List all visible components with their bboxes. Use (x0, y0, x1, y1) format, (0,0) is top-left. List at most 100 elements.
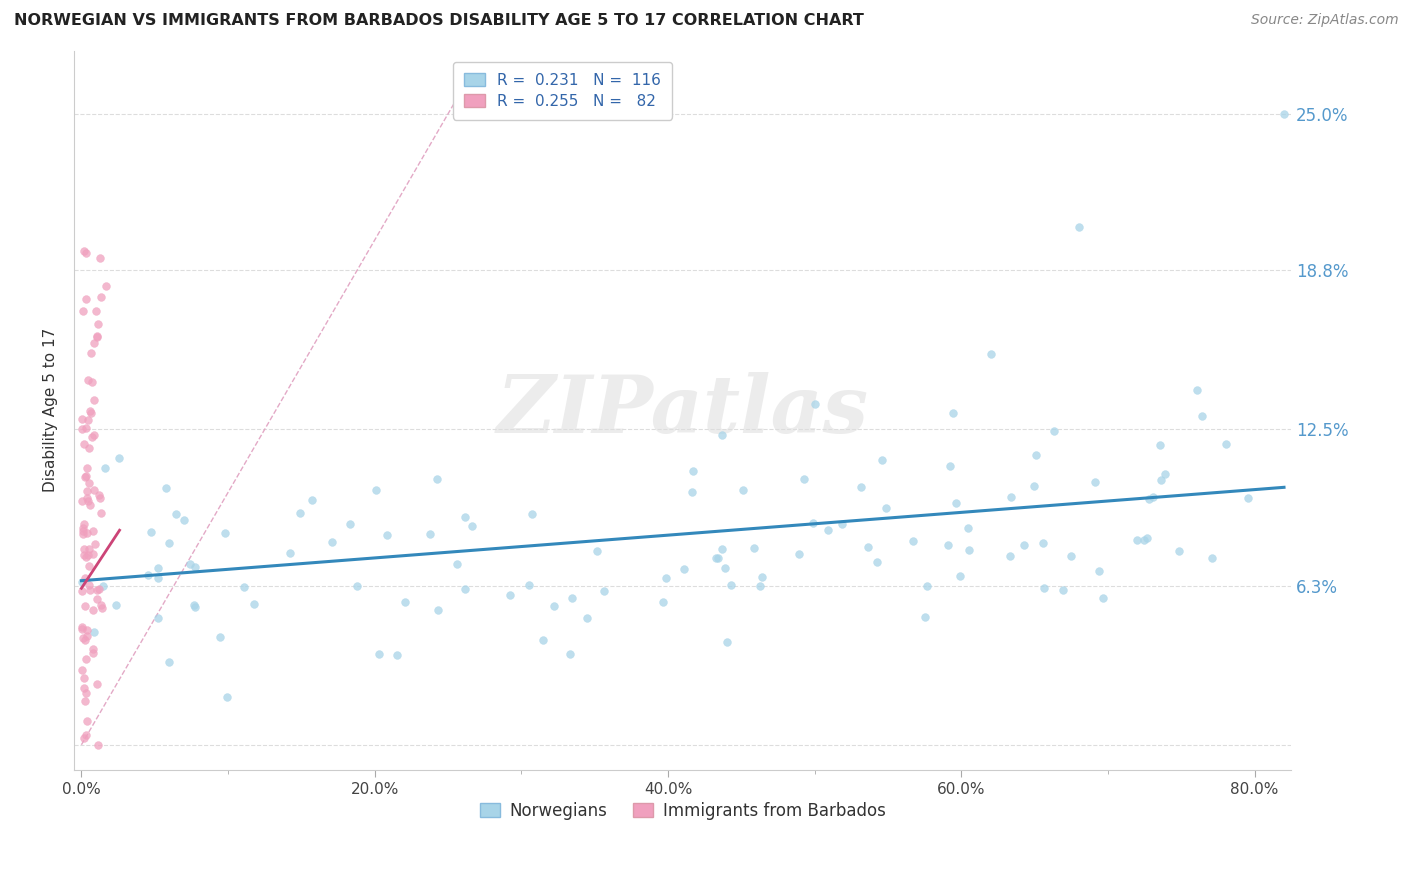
Point (903, 534, 925, 549)
Point (73, 694, 96, 708)
Point (75, 245, 97, 260)
Point (1000, 549, 1022, 564)
Point (1032, 536, 1054, 550)
Point (76, 460, 98, 475)
Point (79, 404, 101, 418)
Point (79, 498, 101, 512)
Point (1154, 467, 1177, 481)
Point (90, 290, 112, 304)
Point (82, 641, 104, 656)
Point (90, 506, 112, 520)
Point (76, 494, 98, 508)
Point (915, 579, 938, 593)
Point (86, 582, 108, 597)
Point (1191, 409, 1213, 423)
Point (1149, 438, 1171, 452)
Point (1185, 383, 1208, 397)
Point (70, 412, 93, 426)
Point (76, 373, 98, 387)
Point (914, 609, 936, 624)
Point (82, 375, 104, 389)
Point (301, 492, 323, 507)
Point (165, 507, 187, 521)
Point (1043, 425, 1066, 439)
Point (72, 671, 94, 685)
Point (84, 536, 107, 550)
Point (83, 428, 105, 442)
Point (75, 292, 97, 306)
Point (83, 336, 105, 351)
Point (561, 591, 583, 605)
Point (364, 483, 387, 497)
Point (148, 571, 170, 585)
Point (1133, 533, 1156, 547)
Point (72, 521, 94, 535)
Point (76, 484, 98, 499)
Point (91, 579, 114, 593)
Point (73, 549, 96, 563)
Point (672, 562, 695, 576)
Point (1136, 532, 1159, 546)
Point (76, 714, 98, 728)
Point (146, 560, 169, 574)
Point (157, 536, 180, 550)
Point (446, 558, 468, 572)
Point (89, 251, 111, 265)
Point (87, 582, 110, 596)
Point (858, 540, 880, 554)
Point (75, 550, 97, 565)
Point (586, 543, 609, 558)
Point (872, 453, 894, 467)
Point (183, 599, 205, 614)
Point (72, 575, 94, 590)
Point (1237, 491, 1260, 505)
Point (957, 542, 980, 557)
Point (849, 480, 872, 494)
Point (831, 517, 853, 532)
Point (1215, 437, 1237, 451)
Point (157, 656, 180, 670)
Point (949, 569, 972, 583)
Point (86, 329, 108, 343)
Point (155, 481, 177, 495)
Point (77, 559, 100, 574)
Point (751, 570, 773, 584)
Point (146, 610, 169, 624)
Point (75, 652, 97, 666)
Point (75, 421, 97, 435)
Point (70, 584, 93, 599)
Point (73, 541, 96, 556)
Point (141, 525, 163, 540)
Point (801, 516, 824, 530)
Point (173, 513, 195, 527)
Point (183, 598, 205, 612)
Point (682, 464, 704, 478)
Point (86, 592, 108, 607)
Point (419, 527, 441, 541)
Point (1022, 479, 1045, 493)
Point (107, 450, 129, 465)
Point (87, 317, 110, 331)
Point (426, 472, 449, 486)
Point (79, 441, 101, 455)
Point (179, 557, 201, 571)
Point (214, 526, 236, 541)
Point (938, 458, 960, 473)
Point (866, 555, 889, 569)
Point (90, 601, 112, 615)
Point (72, 244, 94, 259)
Point (454, 582, 477, 596)
Point (136, 568, 159, 582)
Point (183, 560, 205, 574)
Text: ZIPatlas: ZIPatlas (496, 372, 869, 449)
Point (72, 303, 94, 318)
Point (346, 579, 368, 593)
Point (1032, 581, 1054, 595)
Point (76, 526, 98, 541)
Point (461, 519, 484, 533)
Point (70, 623, 93, 637)
Point (84, 303, 107, 318)
Point (242, 597, 264, 611)
Point (1137, 492, 1160, 507)
Point (945, 495, 967, 509)
